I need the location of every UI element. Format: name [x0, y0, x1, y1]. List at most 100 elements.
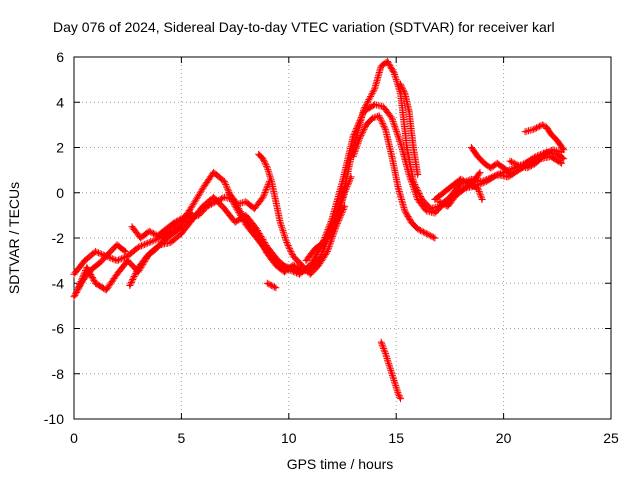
series-markers [225, 177, 273, 213]
data-point [392, 71, 396, 75]
data-point [502, 166, 505, 170]
chart-title: Day 076 of 2024, Sidereal Day-to-day VTE… [53, 19, 555, 35]
data-point [416, 198, 419, 201]
x-tick-label: 0 [70, 430, 78, 446]
data-point [562, 148, 565, 151]
data-point [412, 146, 415, 149]
data-point [517, 164, 520, 167]
data-point [373, 103, 376, 106]
data-point [545, 125, 548, 129]
data-point [90, 268, 93, 271]
data-point [472, 180, 475, 183]
data-point [549, 132, 553, 136]
data-point [253, 207, 256, 210]
data-point [397, 392, 400, 396]
data-point [358, 137, 361, 140]
series-track-j [349, 112, 439, 242]
data-point [390, 155, 394, 158]
y-tick-label: 4 [56, 94, 64, 110]
data-point [438, 200, 441, 203]
data-point [416, 173, 419, 176]
data-point [433, 198, 437, 201]
data-point [433, 236, 437, 240]
data-point [128, 284, 131, 287]
data-point [248, 225, 252, 228]
data-point [433, 211, 437, 215]
data-point [214, 200, 217, 203]
data-point [300, 263, 303, 267]
data-point [126, 259, 129, 262]
series-track-c [70, 241, 130, 301]
data-point [562, 157, 565, 160]
data-point [390, 116, 394, 120]
data-point [139, 236, 142, 240]
data-point [511, 173, 514, 176]
data-point [425, 232, 428, 235]
data-point [165, 227, 168, 231]
data-point [388, 365, 391, 369]
data-point [480, 198, 484, 201]
data-point [72, 295, 76, 298]
data-point [380, 64, 383, 68]
data-point [470, 146, 473, 149]
data-point [543, 153, 546, 156]
data-point [115, 243, 119, 246]
data-point [534, 162, 537, 165]
data-point [309, 273, 312, 276]
data-point [227, 191, 230, 194]
series-track-p [506, 146, 566, 172]
data-point [257, 153, 260, 156]
data-point [377, 114, 381, 118]
data-point [442, 191, 445, 194]
data-point [309, 263, 312, 267]
data-point [223, 196, 226, 199]
data-point [81, 279, 84, 283]
data-point [274, 200, 278, 203]
x-tick-label: 15 [388, 430, 404, 446]
data-point [190, 211, 194, 215]
data-point [371, 116, 374, 120]
data-point [330, 232, 333, 235]
data-point [137, 245, 140, 249]
data-point [549, 155, 553, 158]
data-point [526, 166, 529, 170]
data-point [240, 211, 243, 215]
data-point [476, 187, 479, 190]
data-point [478, 171, 482, 174]
series-track-i [302, 173, 355, 265]
y-tick-label: -6 [52, 321, 65, 337]
data-point [257, 236, 260, 240]
data-point [148, 241, 151, 244]
data-point [399, 92, 402, 95]
data-point [322, 241, 325, 244]
y-tick-label: -2 [52, 230, 65, 246]
grid-lines [74, 57, 611, 419]
data-point [476, 155, 479, 158]
series-track-l [377, 338, 404, 403]
data-point [190, 205, 194, 208]
data-point [343, 191, 346, 194]
data-point [403, 92, 406, 95]
data-point [330, 218, 333, 222]
data-point [171, 232, 174, 235]
data-point [201, 187, 205, 190]
series-track-q [521, 121, 568, 154]
data-point [489, 166, 492, 170]
data-point [496, 162, 499, 165]
data-point [362, 110, 366, 113]
data-point [399, 82, 402, 86]
data-point [124, 250, 127, 253]
data-point [420, 198, 424, 201]
x-tick-label: 5 [178, 430, 186, 446]
data-point [407, 110, 411, 113]
data-point [405, 146, 409, 149]
data-point [279, 221, 282, 224]
series-track-k [397, 80, 422, 179]
data-point [197, 214, 200, 217]
data-point [380, 340, 383, 344]
data-point [364, 123, 368, 127]
data-point [115, 273, 119, 276]
data-point [446, 205, 449, 208]
data-point [551, 148, 555, 151]
